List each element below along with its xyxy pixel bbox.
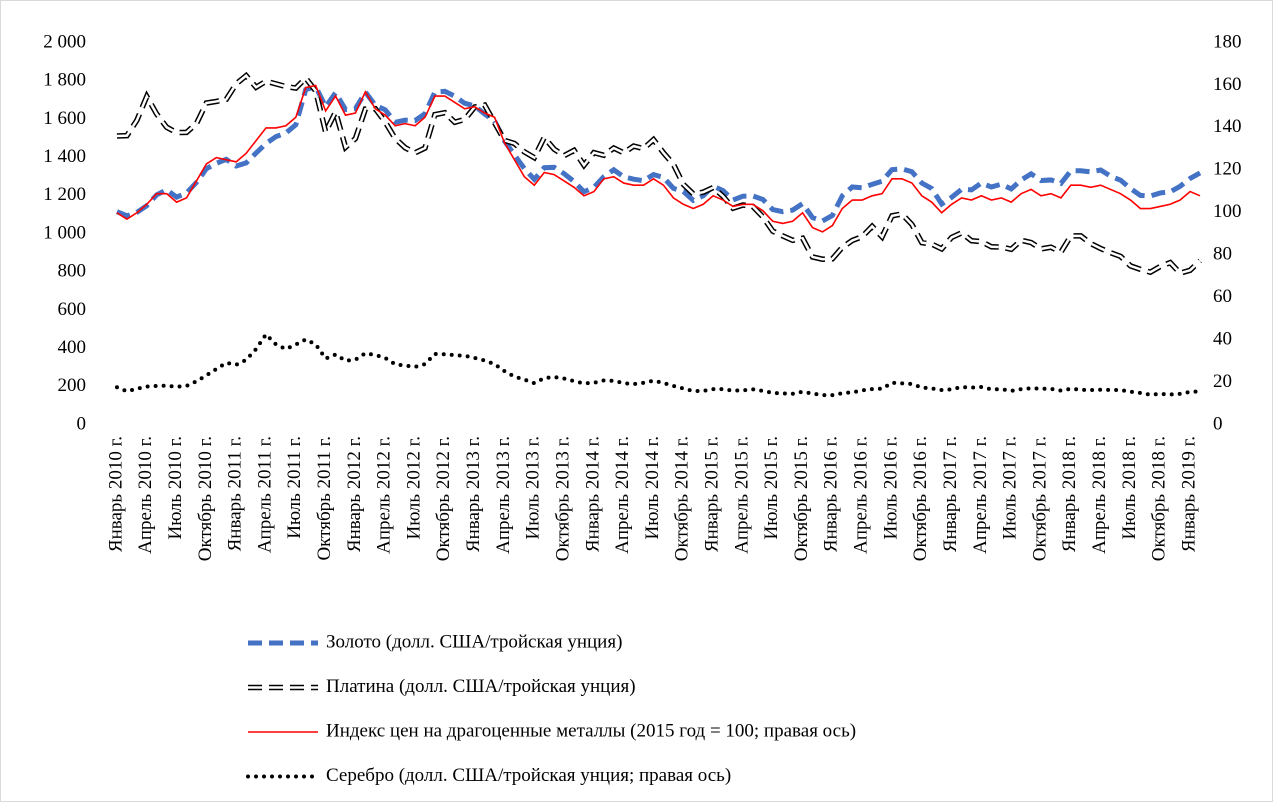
x-tick-label: Апрель 2010 г. [135,436,156,554]
y-tick-label: 2 000 [43,31,86,52]
x-tick-label: Январь 2010 г. [105,436,126,552]
x-tick-label: Апрель 2018 г. [1089,436,1110,554]
y2-tick-label: 180 [1213,31,1242,52]
y-tick-label: 1 600 [43,108,86,129]
x-tick-label: Июль 2017 г. [1000,436,1021,540]
legend-label: Индекс цен на драгоценные металлы (2015 … [326,720,856,741]
legend-label: Золото (долл. США/тройская унция) [326,631,622,652]
y-tick-label: 600 [58,299,87,320]
x-tick-label: Июль 2010 г. [165,436,186,540]
x-tick-label: Октябрь 2016 г. [910,436,931,561]
series-line [115,83,1202,224]
x-tick-label: Июль 2012 г. [403,436,424,540]
x-tick-label: Октябрь 2011 г. [314,436,335,561]
x-tick-label: Январь 2015 г. [702,436,723,552]
y2-tick-label: 40 [1213,328,1232,349]
y-tick-label: 1 800 [43,70,86,91]
legend-label: Серебро (долл. США/тройская унция; права… [326,765,731,786]
y-tick-label: 800 [58,261,87,282]
x-tick-label: Апрель 2014 г. [612,436,633,554]
y2-tick-label: 120 [1213,159,1242,180]
x-tick-label: Октябрь 2017 г. [1029,436,1050,561]
x-tick-label: Январь 2012 г. [344,436,365,552]
x-tick-label: Октябрь 2014 г. [672,436,693,561]
x-tick-label: Январь 2011 г. [225,436,246,551]
series-line-inner [116,73,1201,275]
x-tick-label: Апрель 2017 г. [970,436,991,554]
x-tick-label: Январь 2013 г. [463,436,484,552]
y-tick-label: 1 200 [43,184,86,205]
y-tick-label: 1 000 [43,222,86,243]
y2-tick-label: 160 [1213,74,1242,95]
y2-tick-label: 0 [1213,413,1223,434]
y2-tick-label: 100 [1213,201,1242,222]
y-tick-label: 1 400 [43,146,86,167]
x-tick-label: Октябрь 2015 г. [791,436,812,561]
x-tick-label: Октябрь 2012 г. [433,436,454,561]
x-tick-label: Январь 2016 г. [821,436,842,552]
x-tick-label: Апрель 2015 г. [731,436,752,554]
x-tick-label: Октябрь 2010 г. [195,436,216,561]
x-tick-label: Апрель 2016 г. [851,436,872,554]
y-tick-label: 200 [58,375,87,396]
x-tick-label: Апрель 2011 г. [254,436,275,553]
x-tick-label: Июль 2018 г. [1119,436,1140,540]
x-tick-label: Январь 2019 г. [1178,436,1199,552]
series-line [116,84,1201,233]
y-tick-label: 0 [77,413,87,434]
x-tick-label: Январь 2017 г. [940,436,961,552]
x-tick-label: Июль 2015 г. [761,436,782,540]
y2-tick-label: 80 [1213,244,1232,265]
x-tick-label: Апрель 2013 г. [493,436,514,554]
x-tick-label: Январь 2018 г. [1059,436,1080,552]
x-tick-label: Октябрь 2018 г. [1149,436,1170,561]
series-line [114,331,1203,398]
x-tick-label: Июль 2011 г. [284,436,305,539]
x-tick-label: Июль 2014 г. [642,436,663,540]
x-tick-label: Апрель 2012 г. [374,436,395,554]
x-tick-label: Июль 2013 г. [523,436,544,540]
y2-tick-label: 60 [1213,286,1232,307]
y-tick-label: 400 [58,337,87,358]
x-tick-label: Июль 2016 г. [880,436,901,540]
y2-tick-label: 140 [1213,116,1242,137]
x-tick-label: Январь 2014 г. [582,436,603,552]
y2-tick-label: 20 [1213,371,1232,392]
x-tick-label: Октябрь 2013 г. [552,436,573,561]
legend-label: Платина (долл. США/тройская унция) [326,676,636,697]
